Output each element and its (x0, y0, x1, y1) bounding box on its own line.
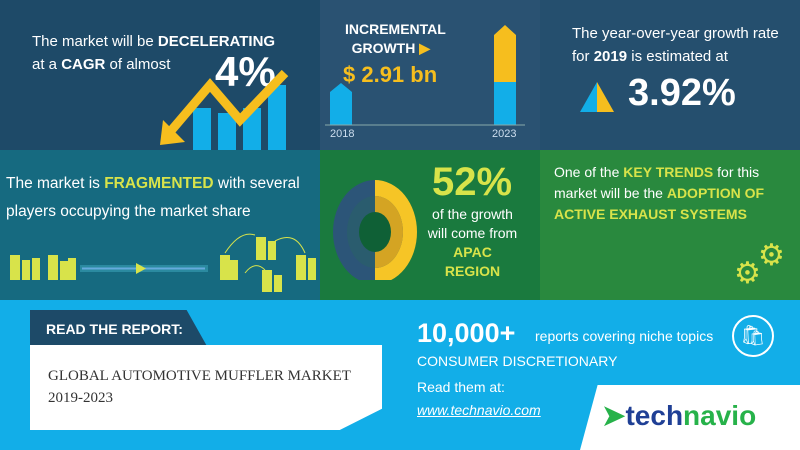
year-start: 2018 (330, 128, 355, 140)
yoy-text: The year-over-year growth rate for 2019 i… (572, 25, 779, 65)
region-text: of the growth will come from APAC REGION (427, 206, 518, 279)
technavio-link[interactable]: www.technavio.com (417, 402, 541, 418)
yoy-panel: The year-over-year growth rate for 2019 i… (540, 0, 800, 150)
growth-label: INCREMENTAL GROWTH ▶ (345, 21, 446, 56)
read-report-header: READ THE REPORT: (30, 310, 208, 348)
growth-bars (325, 25, 525, 126)
declining-chart-icon (160, 70, 289, 150)
category: CONSUMER DISCRETIONARY (417, 353, 618, 369)
fragmented-panel: The market is FRAGMENTED with several pla… (0, 150, 320, 300)
bar-2018 (330, 83, 352, 125)
technavio-logo: ➤technavio (580, 385, 800, 450)
report-count: 10,000+ (417, 318, 516, 348)
trend-text: One of the KEY TRENDS for this market wi… (554, 164, 765, 222)
gear-icon: ⚙ (734, 257, 761, 290)
cagr-panel: The market will be DECELERATING at a CAG… (0, 0, 320, 150)
region-value: 52% (432, 160, 513, 204)
buildings-illustration (10, 233, 316, 292)
report-title-card[interactable]: GLOBAL AUTOMOTIVE MUFFLER MARKET 2019-202… (30, 345, 382, 430)
shopping-bag-icon: 🛍 (732, 315, 774, 357)
growth-panel: INCREMENTAL GROWTH ▶ $ 2.91 bn 2018 2023 (320, 0, 540, 150)
bar-2023-increment (494, 25, 516, 125)
gear-icon: ⚙ (758, 239, 785, 272)
cagr-text: The market will be DECELERATING at a CAG… (32, 33, 276, 73)
year-end: 2023 (492, 128, 517, 140)
region-panel: 52% of the growth will come from APAC REGI… (320, 150, 540, 300)
read-them-at: Read them at: (417, 379, 505, 395)
bar-2023-base (494, 82, 516, 125)
growth-value: $ 2.91 bn (343, 62, 438, 87)
logo-text: ➤technavio (602, 400, 757, 431)
fragmented-text: The market is FRAGMENTED with several pla… (6, 175, 300, 220)
report-count-text: reports covering niche topics (535, 328, 714, 344)
report-title: GLOBAL AUTOMOTIVE MUFFLER MARKET 2019-202… (48, 368, 351, 406)
trend-panel: One of the KEY TRENDS for this market wi… (540, 150, 800, 300)
region-donut-chart (333, 180, 417, 280)
yoy-value: 3.92% (628, 72, 736, 114)
triangle-up-icon (580, 82, 614, 112)
